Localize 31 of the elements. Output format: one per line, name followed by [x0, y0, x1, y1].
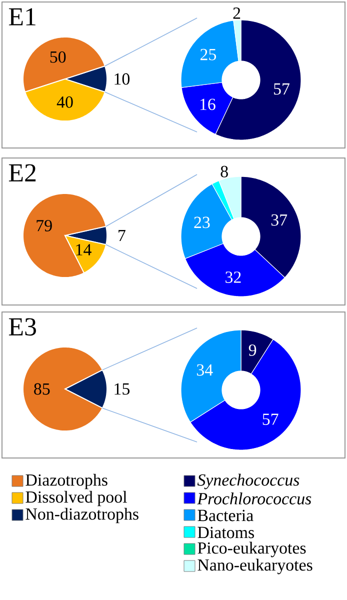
data-label: 16 — [200, 98, 216, 110]
legend-label: Non-diazotrophs — [26, 508, 138, 524]
data-label: 14 — [76, 244, 92, 256]
legend-label: Diazotrophs — [26, 474, 108, 490]
data-label: 32 — [226, 272, 241, 283]
data-label: 2 — [233, 8, 240, 19]
data-label: 9 — [248, 344, 256, 356]
data-label: 50 — [50, 51, 66, 63]
chart-title: E2 — [8, 164, 36, 182]
data-label: 57 — [274, 83, 290, 95]
chart-title: E1 — [8, 8, 36, 26]
data-label: 40 — [56, 96, 73, 108]
data-label: 57 — [262, 414, 278, 425]
data-label: 10 — [114, 73, 130, 85]
legend-label: Dissolved pool — [26, 490, 127, 506]
data-label: 37 — [271, 214, 288, 226]
legend-label: Nano-eukaryotes — [198, 558, 312, 574]
data-label: 7 — [118, 230, 126, 242]
legend-label: Diatoms — [198, 526, 254, 538]
chart-title: E3 — [8, 318, 36, 336]
legend-label: Synechococcus — [197, 474, 300, 490]
legend-label: Prochlorococcus — [197, 492, 312, 504]
data-label: 25 — [200, 48, 216, 60]
legend-label: Bacteria — [198, 510, 254, 522]
data-label: 79 — [36, 220, 52, 232]
data-label: 23 — [194, 216, 210, 228]
text: 8 — [220, 166, 228, 178]
data-label: 85 — [34, 383, 50, 395]
data-label: 15 — [114, 383, 130, 395]
legend-label: Pico-eukaryotes — [198, 542, 306, 558]
data-label: 34 — [196, 364, 213, 376]
